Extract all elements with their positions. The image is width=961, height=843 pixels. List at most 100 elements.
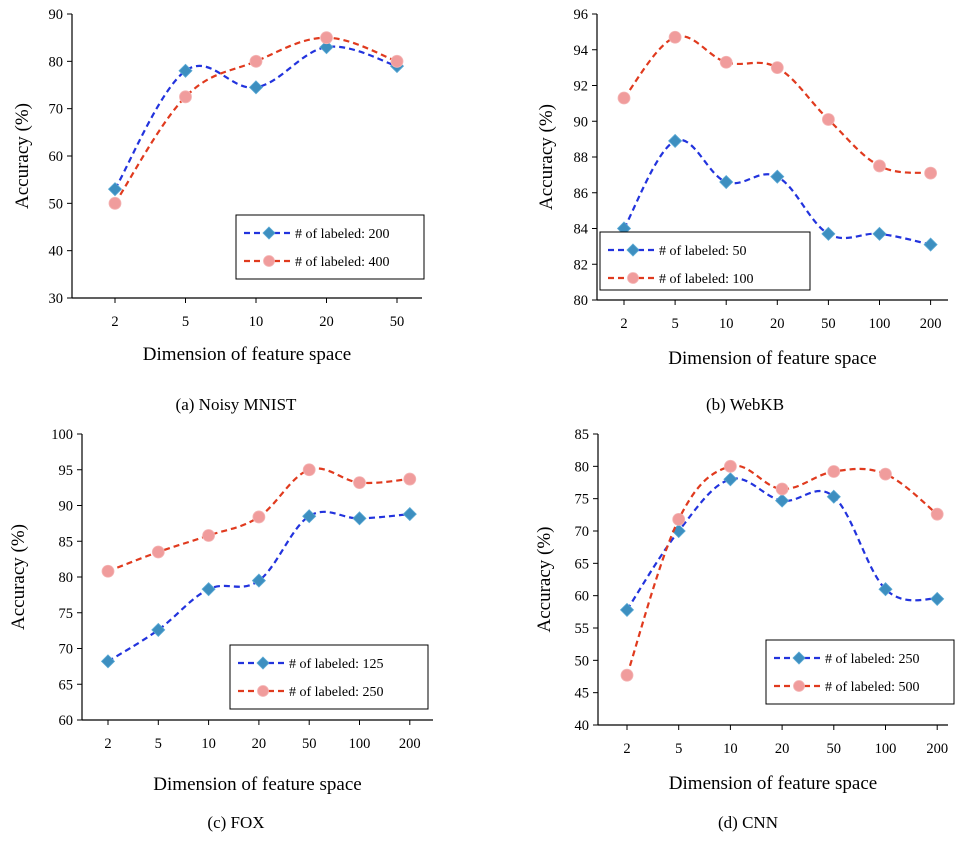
legend-marker-circle [263,255,275,267]
data-point-diamond [178,63,193,78]
data-point-circle [353,476,366,490]
data-point-diamond [402,507,417,522]
series-line-2 [623,35,931,175]
legend-marker-circle [627,272,639,284]
x-tick-label: 5 [155,736,162,752]
y-axis-title: Accuracy (%) [534,526,555,632]
data-point-circle [879,467,892,481]
x-tick-label: 50 [302,736,317,752]
data-point-circle [179,90,192,104]
y-tick-label: 65 [575,556,590,572]
legend-marker-circle [793,680,805,692]
data-point-diamond [923,237,938,252]
y-tick-label: 60 [575,589,590,605]
y-tick-label: 60 [59,713,74,729]
y-tick-label: 65 [59,677,74,693]
data-point-diamond [821,226,836,241]
y-tick-label: 80 [59,570,74,586]
y-tick-label: 90 [574,114,589,130]
legend-box [235,214,425,280]
y-tick-label: 75 [59,606,74,622]
x-tick-label: 100 [869,316,891,332]
x-tick-label: 20 [775,741,790,757]
legend-label: # of labeled: 100 [659,272,753,287]
figure-caption: (a) Noisy MNIST [176,395,297,414]
x-tick-label: 200 [926,741,948,757]
y-axis-title: Accuracy (%) [12,103,33,209]
data-point-diamond [775,493,790,508]
x-tick-label: 2 [620,316,627,332]
x-tick-label: 5 [182,314,189,330]
data-point-circle [620,668,634,682]
x-tick-label: 10 [719,316,734,332]
series-line-2 [114,36,398,204]
data-point-circle [302,463,316,477]
data-point-diamond [248,80,264,95]
legend-marker-diamond [792,651,806,665]
data-point-diamond [723,472,738,487]
data-point-circle [672,512,686,526]
data-point-diamond [770,169,785,184]
figure-caption: (b) WebKB [706,395,784,414]
series-line-1 [114,45,398,190]
legend: # of labeled: 250 # of labeled: 500 [765,639,955,705]
y-axis-title: Accuracy (%) [536,104,557,210]
y-axis-title: Accuracy (%) [8,524,29,630]
x-tick-label: 50 [827,741,842,757]
series-line-2 [625,464,938,676]
data-point-circle [822,113,835,126]
y-tick-label: 70 [59,642,74,658]
legend-label: # of labeled: 500 [825,680,919,695]
legend-label: # of labeled: 250 [825,652,919,667]
data-point-circle [617,91,631,105]
legend-marker-diamond [626,243,640,257]
chart-panel-c: 60 65 70 75 80 85 90 95 100 2 5 10 20 50 100 200 Accurac… [8,427,433,832]
data-point-diamond [668,133,683,148]
data-point-circle [719,55,733,69]
x-tick-label: 5 [675,741,682,757]
y-tick-label: 80 [49,54,64,70]
legend-marker-diamond [262,226,276,240]
x-tick-label: 2 [104,736,111,752]
x-tick-label: 200 [920,316,942,332]
data-point-circle [873,159,886,173]
x-tick-label: 200 [399,736,421,752]
y-tick-label: 80 [574,293,589,309]
y-tick-label: 55 [575,621,590,637]
data-point-circle [390,54,404,68]
data-point-circle [930,507,944,521]
x-axis-title: Dimension of feature space [668,348,876,369]
data-point-diamond [302,509,317,524]
data-point-circle [320,31,333,45]
x-tick-label: 10 [723,741,738,757]
y-tick-label: 40 [49,244,64,260]
data-point-diamond [151,622,166,637]
data-point-circle [252,510,266,524]
x-tick-label: 20 [770,316,785,332]
data-point-circle [827,465,841,478]
y-tick-label: 90 [59,499,74,515]
y-tick-label: 70 [49,102,64,118]
y-tick-label: 40 [575,718,590,734]
data-point-circle [775,482,789,496]
figure-caption: (d) CNN [718,813,778,832]
y-tick-label: 70 [575,524,590,540]
chart-panel-a: 30 40 50 60 70 80 90 2 5 10 20 50 Accuracy (%) Dimens… [12,7,425,414]
legend-label: # of labeled: 200 [295,227,389,242]
data-point-diamond [872,226,887,241]
x-tick-label: 2 [623,741,630,757]
x-tick-label: 50 [390,314,405,330]
data-point-circle [202,529,216,542]
data-point-diamond [319,40,334,55]
legend: # of labeled: 200 # of labeled: 400 [235,214,425,280]
y-tick-label: 75 [575,492,590,508]
chart-panel-d: 40 45 50 55 60 65 70 75 80 85 2 5 10 20 50 100 200 Accura… [534,427,955,832]
x-axis-title: Dimension of feature space [669,773,877,794]
data-point-diamond [826,489,841,504]
x-tick-label: 10 [249,314,264,330]
data-point-circle [924,166,937,180]
data-point-diamond [930,591,945,606]
data-point-diamond [719,174,734,190]
y-tick-label: 90 [49,7,64,23]
data-point-circle [151,545,165,559]
